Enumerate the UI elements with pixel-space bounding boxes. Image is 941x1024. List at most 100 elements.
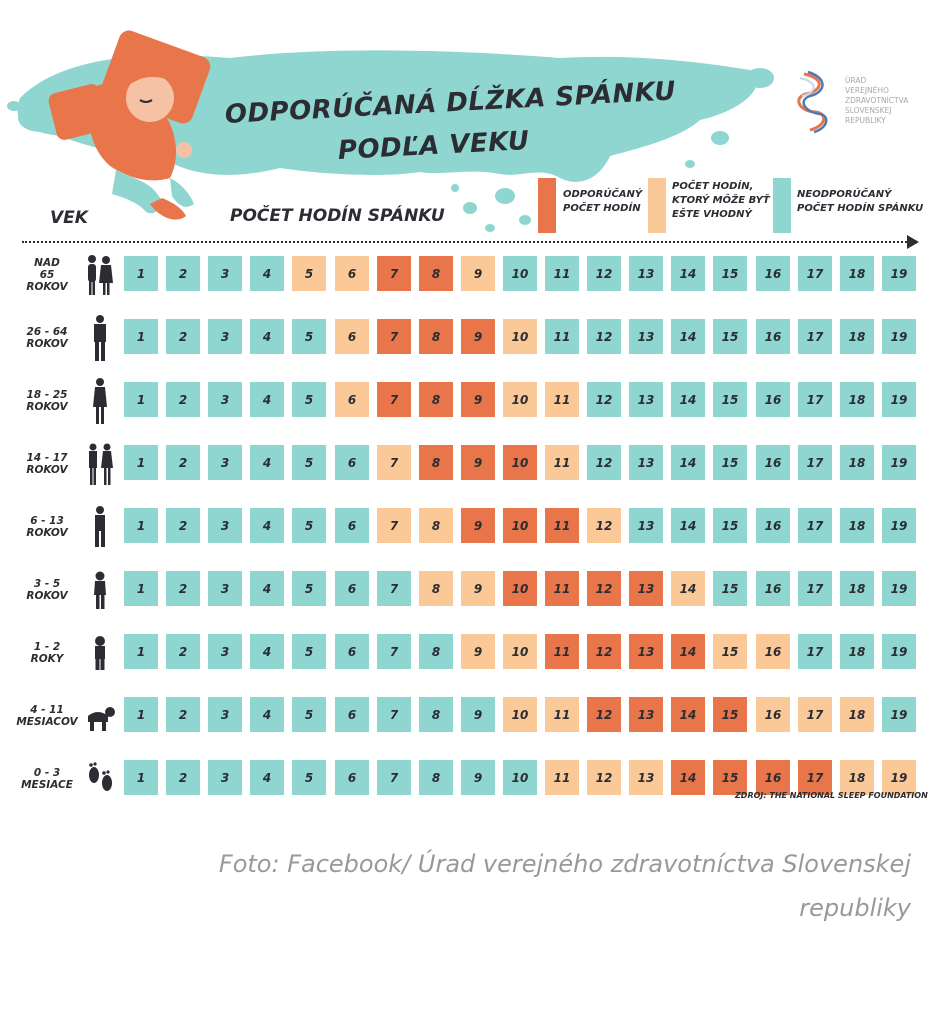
hour-cell: 3: [208, 508, 242, 543]
table-row: 18 - 25 ROKOV 1 2 3 4 5 6 7 8 9 10 11 12 13 14 15 16 17 18 1…: [0, 375, 941, 427]
hour-cell: 10: [503, 445, 537, 480]
hour-cell: 17: [798, 697, 832, 732]
toddler-icon: [95, 636, 105, 670]
age-label-line: 0 - 3: [33, 767, 61, 779]
table-row: 6 - 13 ROKOV 1 2 3 4 5 6 7 8 9 10 11 12 13 14 15 16 17 18 19: [0, 501, 941, 553]
hour-cell: 13: [629, 571, 663, 606]
legend-swatch-not-recommended: [773, 178, 791, 233]
age-column-header: VEK: [50, 208, 88, 228]
hour-cell: 5: [292, 760, 326, 795]
hour-cell: 18: [840, 319, 874, 354]
table-row: 0 - 3 MESIACE 1 2 3 4 5 6 7 8 9 10 11 12 13 14 15 16 17 18 1…: [0, 753, 941, 805]
hour-cell: 12: [587, 508, 621, 543]
hour-cell: 14: [671, 508, 705, 543]
logo-line: REPUBLIKY: [845, 116, 886, 125]
hour-cell: 9: [461, 697, 495, 732]
footprints-icon: [89, 762, 112, 791]
hour-cell: 19: [882, 508, 916, 543]
hour-cell: 7: [377, 256, 411, 291]
hour-cell: 3: [208, 382, 242, 417]
hour-cell: 12: [587, 382, 621, 417]
hour-cell: 2: [166, 382, 200, 417]
logo-line: ZDRAVOTNÍCTVA: [845, 96, 909, 105]
photo-caption: Foto: Facebook/ Úrad verejného zdravotní…: [31, 842, 911, 930]
age-group-label: 1 - 2 ROKY: [14, 641, 80, 665]
ministry-logo-icon: [797, 70, 828, 134]
age-group-label: 14 - 17 ROKOV: [14, 452, 80, 476]
hour-cell: 13: [629, 445, 663, 480]
legend-line: ODPORÚČANÝ: [563, 189, 643, 200]
hour-cell: 18: [840, 256, 874, 291]
hour-cell: 14: [671, 256, 705, 291]
hour-cell: 8: [419, 697, 453, 732]
age-label-line: 4 - 11: [30, 704, 64, 716]
hour-cell: 2: [166, 256, 200, 291]
hour-cell: 16: [756, 634, 790, 669]
hour-cell: 3: [208, 445, 242, 480]
hour-cell: 2: [166, 634, 200, 669]
hour-cell: 11: [545, 634, 579, 669]
legend-line: POČET HODÍN,: [672, 181, 754, 192]
age-label-line: 26 - 64: [26, 326, 68, 338]
age-label-line: MESIACE: [21, 779, 73, 791]
age-group-label: 0 - 3 MESIACE: [14, 767, 80, 791]
hour-cell: 17: [798, 571, 832, 606]
table-row: 26 - 64 ROKOV 1 2 3 4 5 6 7 8 9 10 11 12 13 14 15 16 17 18 1…: [0, 312, 941, 364]
hour-cell: 6: [335, 634, 369, 669]
hour-cell: 12: [587, 760, 621, 795]
hour-cell: 1: [124, 256, 158, 291]
hour-cell: 7: [377, 760, 411, 795]
hour-cell: 18: [840, 571, 874, 606]
age-label-line: ROKOV: [26, 338, 68, 350]
hour-cell: 14: [671, 445, 705, 480]
hour-cell: 19: [882, 256, 916, 291]
hour-cell: 14: [671, 319, 705, 354]
hour-cell: 5: [292, 256, 326, 291]
source-note: ZDROJ: THE NATIONAL SLEEP FOUNDATION: [735, 791, 928, 800]
hour-cell: 5: [292, 634, 326, 669]
hour-cell: 8: [419, 382, 453, 417]
teenagers-icon: [89, 443, 113, 485]
young-adult-icon: [93, 378, 107, 424]
hour-cell: 1: [124, 382, 158, 417]
hour-cell: 2: [166, 571, 200, 606]
hour-cell: 1: [124, 445, 158, 480]
logo-line: ÚRAD: [845, 76, 867, 85]
hour-cell: 6: [335, 445, 369, 480]
hour-cell: 11: [545, 571, 579, 606]
hour-cell: 17: [798, 256, 832, 291]
hour-cell: 9: [461, 445, 495, 480]
hour-cell: 7: [377, 319, 411, 354]
hour-cell: 13: [629, 256, 663, 291]
hour-cell: 16: [756, 508, 790, 543]
hour-cell: 19: [882, 634, 916, 669]
adult-man-icon: [94, 315, 106, 361]
hour-cell: 4: [250, 445, 284, 480]
age-group-label: 4 - 11 MESIACOV: [14, 704, 80, 728]
hour-cell: 12: [587, 445, 621, 480]
hour-cell: 9: [461, 319, 495, 354]
legend-line: POČET HODÍN SPÁNKU: [797, 203, 924, 214]
hour-cell: 15: [713, 256, 747, 291]
sleep-infographic: ODPORÚČANÁ DĹŽKA SPÁNKU PODĽA VEKU ÚRAD …: [0, 28, 941, 812]
table-row: NAD 65 ROKOV 1 2 3 4 5 6 7 8 9 10 11 12 13 14 15 16 17 18 19: [0, 249, 941, 301]
hour-cell: 2: [166, 319, 200, 354]
hour-cell: 4: [250, 760, 284, 795]
hour-cell: 4: [250, 697, 284, 732]
preschooler-icon: [94, 571, 106, 609]
age-label-line: ROKOV: [26, 464, 68, 476]
age-group-label: 18 - 25 ROKOV: [14, 389, 80, 413]
hour-cell: 8: [419, 256, 453, 291]
hour-cell: 16: [756, 382, 790, 417]
hour-cell: 14: [671, 382, 705, 417]
hour-cell: 2: [166, 697, 200, 732]
hour-cell: 9: [461, 760, 495, 795]
hour-cell: 14: [671, 760, 705, 795]
age-label-line: ROKOV: [26, 281, 68, 293]
hour-cell: 12: [587, 697, 621, 732]
hour-cell: 17: [798, 382, 832, 417]
hour-cell: 14: [671, 634, 705, 669]
hour-cell: 17: [798, 445, 832, 480]
age-label-line: 3 - 5: [33, 578, 61, 590]
hour-cell: 4: [250, 508, 284, 543]
